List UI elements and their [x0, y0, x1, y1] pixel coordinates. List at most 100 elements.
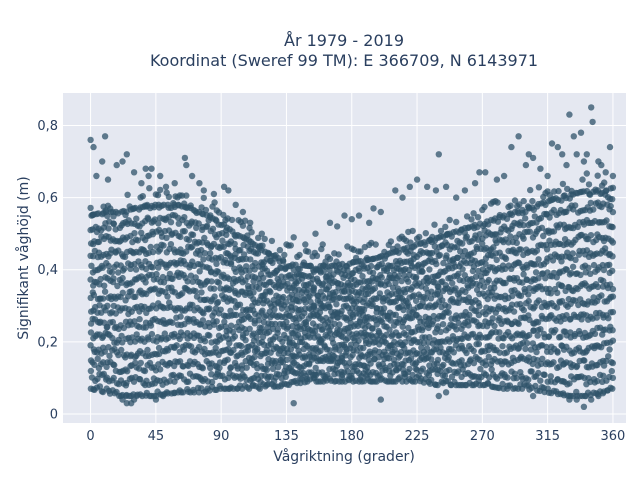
data-point — [119, 274, 126, 282]
data-point — [201, 234, 208, 242]
data-point — [206, 332, 213, 339]
data-point — [459, 266, 466, 273]
data-point — [435, 392, 442, 400]
data-point — [609, 267, 616, 274]
data-point — [600, 277, 607, 285]
data-point — [255, 317, 263, 324]
data-point — [559, 180, 567, 188]
data-point — [123, 400, 130, 407]
data-point — [183, 192, 190, 199]
x-tick-label: 0 — [86, 429, 94, 444]
data-point — [101, 133, 109, 140]
data-point — [600, 266, 608, 274]
data-point — [567, 329, 574, 336]
data-point — [413, 273, 420, 281]
data-point — [378, 274, 385, 281]
data-point — [119, 289, 127, 296]
data-point — [474, 214, 482, 221]
data-point — [472, 273, 480, 280]
data-point — [399, 323, 406, 330]
data-point — [133, 215, 140, 222]
data-point — [142, 265, 150, 273]
data-point — [208, 278, 215, 285]
data-point — [260, 274, 267, 281]
data-point — [523, 340, 531, 347]
data-point — [221, 318, 228, 325]
data-point — [605, 353, 612, 360]
data-point — [166, 378, 173, 385]
data-point — [272, 358, 280, 365]
data-point — [410, 292, 418, 299]
data-point — [405, 324, 412, 332]
data-point — [274, 364, 282, 371]
data-point — [504, 374, 511, 381]
y-tick-label: 0,8 — [37, 119, 58, 134]
data-point — [183, 161, 190, 169]
data-point — [105, 225, 112, 232]
data-point — [132, 266, 140, 273]
data-point — [357, 316, 364, 323]
y-tick-label: 0,4 — [37, 263, 58, 278]
data-point — [157, 366, 164, 373]
data-point — [420, 339, 427, 347]
data-point — [238, 342, 245, 350]
data-point — [360, 344, 367, 352]
data-point — [450, 349, 457, 356]
data-point — [471, 180, 479, 187]
data-point — [563, 312, 570, 319]
data-point — [525, 151, 532, 158]
data-point — [232, 268, 239, 276]
data-point — [200, 256, 207, 263]
data-points — [87, 104, 617, 410]
data-point — [269, 325, 277, 332]
data-point — [227, 260, 235, 268]
data-point — [90, 143, 97, 151]
data-point — [553, 304, 561, 311]
data-point — [99, 295, 107, 302]
data-point — [526, 331, 533, 339]
data-point — [515, 320, 522, 328]
data-point — [211, 199, 218, 206]
data-point — [573, 362, 581, 370]
data-point — [603, 217, 610, 224]
y-axis-ticks: 0 0,2 0,4 0,6 0,8 — [37, 119, 58, 423]
data-point — [476, 303, 483, 310]
data-point — [550, 359, 557, 366]
data-point — [319, 241, 326, 248]
data-point — [513, 239, 520, 247]
data-point — [231, 240, 238, 248]
data-point — [326, 303, 333, 311]
data-point — [95, 238, 103, 246]
data-point — [247, 256, 254, 263]
data-point — [387, 238, 395, 245]
data-point — [529, 392, 537, 400]
data-point — [535, 256, 542, 263]
data-point — [508, 301, 516, 308]
data-point — [511, 197, 519, 204]
data-point — [121, 265, 128, 272]
data-point — [134, 237, 142, 244]
data-point — [276, 246, 284, 254]
x-tick-label: 180 — [339, 429, 364, 444]
data-point — [121, 253, 129, 261]
data-point — [181, 154, 189, 162]
data-point — [437, 227, 445, 235]
data-point — [185, 236, 193, 244]
data-point — [161, 330, 168, 337]
data-point — [369, 269, 377, 276]
x-tick-label: 270 — [470, 429, 495, 444]
data-point — [534, 319, 542, 326]
data-point — [520, 235, 527, 242]
data-point — [373, 321, 380, 328]
data-point — [594, 283, 602, 291]
x-tick-label: 315 — [535, 429, 560, 444]
data-point — [392, 279, 399, 287]
data-point — [488, 366, 495, 373]
data-point — [594, 172, 601, 179]
data-point — [489, 315, 496, 322]
data-point — [359, 273, 366, 280]
data-point — [404, 300, 411, 307]
data-point — [482, 361, 489, 369]
data-point — [96, 281, 103, 288]
data-point — [496, 349, 503, 356]
